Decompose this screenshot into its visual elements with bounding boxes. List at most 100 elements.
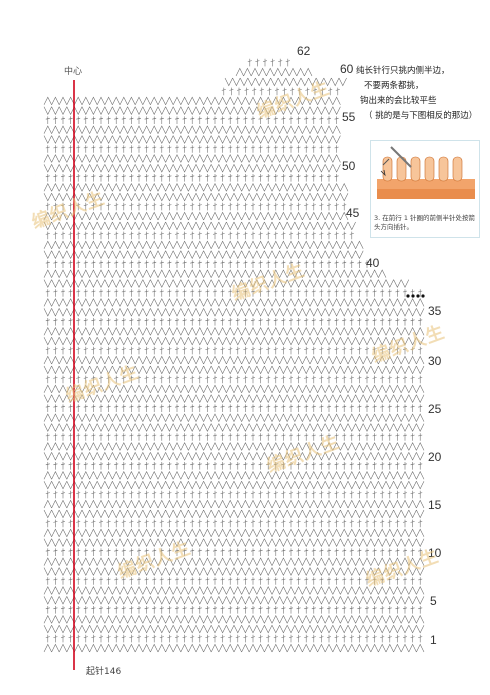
stitch-symbol bbox=[255, 58, 260, 67]
stitch-symbol bbox=[378, 337, 387, 346]
stitch-symbol bbox=[136, 634, 142, 643]
stitch-symbol bbox=[408, 470, 417, 480]
stitch-symbol bbox=[195, 164, 204, 173]
stitch-symbol bbox=[150, 538, 159, 548]
stitch-symbol bbox=[309, 250, 318, 260]
stitch-symbol bbox=[66, 596, 75, 605]
stitch-symbol bbox=[212, 202, 218, 211]
stitch-symbol bbox=[190, 490, 195, 499]
stitch-symbol bbox=[340, 470, 349, 480]
stitch-symbol bbox=[127, 596, 136, 605]
stitch-symbol bbox=[106, 606, 111, 614]
stitch-symbol bbox=[340, 211, 349, 221]
stitch-symbol bbox=[290, 87, 295, 96]
stitch-symbol bbox=[76, 375, 81, 384]
stitch-symbol bbox=[286, 355, 296, 365]
stitch-symbol bbox=[317, 211, 326, 221]
stitch-symbol bbox=[210, 279, 220, 288]
stitch-symbol bbox=[165, 279, 174, 288]
stitch-symbol bbox=[311, 404, 316, 412]
stitch-symbol bbox=[226, 250, 235, 260]
stitch-symbol bbox=[302, 481, 311, 490]
stitch-symbol bbox=[304, 67, 313, 77]
stitch-symbol bbox=[180, 470, 189, 480]
stitch-symbol bbox=[324, 164, 334, 173]
stitch-symbol bbox=[83, 577, 88, 585]
stitch-symbol bbox=[380, 490, 385, 499]
stitch-symbol bbox=[304, 577, 309, 585]
stitch-symbol bbox=[165, 308, 174, 317]
stitch-symbol bbox=[324, 337, 334, 346]
stitch-symbol bbox=[235, 260, 240, 268]
stitch-symbol bbox=[326, 260, 332, 268]
stitch-symbol bbox=[286, 308, 296, 317]
stitch-symbol bbox=[402, 548, 408, 556]
stitch-symbol bbox=[104, 337, 113, 346]
stitch-symbol bbox=[188, 164, 197, 173]
stitch-symbol bbox=[302, 596, 311, 605]
stitch-symbol bbox=[281, 548, 286, 556]
stitch-symbol bbox=[150, 279, 159, 288]
stitch-symbol bbox=[378, 557, 387, 566]
stitch-symbol bbox=[76, 462, 81, 470]
stitch-symbol bbox=[324, 509, 334, 519]
stitch-symbol bbox=[279, 557, 288, 566]
stitch-symbol bbox=[203, 586, 212, 595]
stitch-symbol bbox=[144, 577, 149, 585]
stitch-symbol bbox=[332, 269, 341, 278]
stitch-symbol bbox=[134, 106, 144, 116]
stitch-symbol bbox=[243, 202, 248, 211]
stitch-symbol bbox=[68, 231, 73, 240]
stitch-symbol bbox=[119, 596, 128, 605]
stitch-symbol bbox=[195, 643, 204, 653]
stitch-symbol bbox=[190, 404, 195, 412]
stitch-symbol bbox=[286, 240, 296, 249]
stitch-symbol bbox=[340, 538, 349, 548]
stitch-symbol bbox=[51, 413, 60, 422]
stitch-symbol bbox=[400, 586, 410, 595]
stitch-symbol bbox=[347, 221, 356, 231]
stitch-symbol bbox=[165, 528, 174, 537]
stitch-symbol bbox=[66, 125, 75, 134]
stitch-symbol bbox=[273, 67, 282, 77]
stitch-symbol bbox=[180, 567, 189, 576]
stitch-symbol bbox=[248, 394, 258, 404]
stitch-symbol bbox=[294, 337, 303, 346]
stitch-symbol bbox=[53, 202, 58, 211]
stitch-symbol bbox=[319, 174, 324, 182]
stitch-symbol bbox=[159, 231, 164, 240]
stitch-symbol bbox=[76, 634, 81, 643]
stitch-symbol bbox=[98, 634, 104, 643]
stitch-symbol bbox=[309, 423, 318, 432]
stitch-symbol bbox=[89, 538, 98, 548]
stitch-symbol bbox=[241, 452, 250, 461]
stitch-symbol bbox=[279, 355, 288, 365]
stitch-symbol bbox=[203, 193, 212, 202]
stitch-symbol bbox=[66, 643, 75, 653]
stitch-symbol bbox=[106, 318, 111, 326]
stitch-symbol bbox=[98, 116, 104, 124]
stitch-symbol bbox=[114, 375, 119, 384]
stitch-symbol bbox=[134, 279, 144, 288]
stitch-symbol bbox=[250, 577, 256, 585]
stitch-symbol bbox=[393, 337, 402, 346]
stitch-symbol bbox=[233, 423, 242, 432]
stitch-symbol bbox=[317, 442, 326, 451]
stitch-symbol bbox=[210, 442, 220, 451]
stitch-symbol bbox=[142, 384, 151, 393]
stitch-symbol bbox=[239, 77, 249, 87]
stitch-symbol bbox=[226, 193, 235, 202]
stitch-symbol bbox=[324, 308, 334, 317]
stitch-symbol bbox=[370, 614, 379, 624]
stitch-symbol bbox=[190, 346, 195, 355]
stitch-symbol bbox=[309, 337, 318, 346]
stitch-symbol bbox=[273, 433, 278, 441]
stitch-symbol bbox=[241, 442, 250, 451]
stitch-symbol bbox=[174, 145, 180, 153]
stitch-symbol bbox=[218, 164, 227, 173]
stitch-symbol bbox=[393, 538, 402, 548]
stitch-symbol bbox=[167, 318, 172, 326]
stitch-symbol bbox=[150, 106, 159, 116]
stitch-symbol bbox=[281, 231, 286, 240]
row-number-62: 62 bbox=[297, 44, 311, 58]
